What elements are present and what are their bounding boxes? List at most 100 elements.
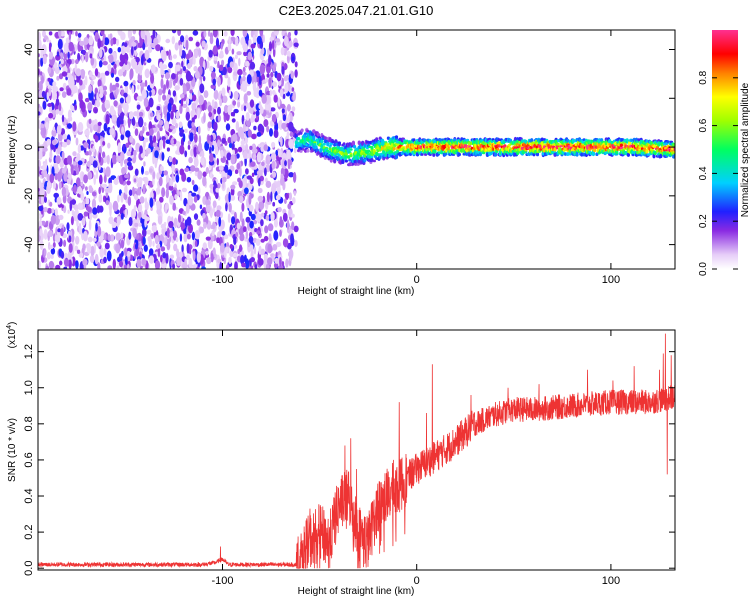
spectrogram-noise-cell: [137, 187, 142, 196]
spectrogram-noise-cell: [86, 132, 89, 140]
spectrogram-noise-cell: [213, 101, 218, 109]
spectrogram-noise-cell: [97, 38, 102, 49]
spectrogram-noise-cell: [277, 265, 284, 269]
spectrogram-noise-cell: [48, 31, 53, 36]
spectrogram-noise-cell: [172, 157, 177, 166]
spectrogram-noise-cell: [138, 222, 142, 227]
spectrogram-noise-cell: [58, 181, 62, 190]
spectrogram-noise-cell: [83, 211, 88, 217]
spectrogram-signal-cell: [299, 150, 303, 153]
spectrogram-noise-cell: [86, 191, 89, 195]
spectrogram-noise-cell: [75, 68, 82, 77]
spectrogram-noise-cell: [294, 30, 298, 36]
spectrogram-noise-cell: [87, 236, 93, 243]
spectrogram-noise-cell: [176, 248, 180, 258]
spectrogram-noise-cell: [262, 34, 265, 44]
spectrogram-noise-cell: [193, 66, 198, 72]
spectrogram-noise-cell: [147, 236, 152, 242]
spectrogram-noise-cell: [103, 90, 107, 96]
spectrogram-noise-cell: [135, 243, 138, 250]
spectrogram-signal-cell: [392, 147, 396, 151]
spectrogram-noise-cell: [281, 66, 285, 75]
spectrogram-noise-cell: [293, 147, 297, 154]
spectrogram-noise-cell: [116, 59, 120, 67]
spectrogram-noise-cell: [89, 254, 95, 264]
spectrogram-noise-cell: [247, 51, 253, 61]
spectrogram-signal-cell: [619, 143, 624, 147]
spectrogram-noise-cell: [271, 40, 275, 50]
spectrogram-noise-cell: [193, 195, 198, 203]
spectrogram-noise-cell: [86, 206, 92, 213]
spectrogram-noise-cell: [123, 47, 128, 52]
spectrogram-noise-cell: [49, 173, 55, 184]
spectrogram-noise-cell: [105, 113, 110, 125]
spectrogram-signal-cell: [349, 148, 353, 151]
spectrogram-noise-cell: [99, 72, 106, 78]
spectrogram-signal-cell: [424, 153, 428, 156]
spectrogram-noise-cell: [120, 232, 124, 239]
spectrogram-noise-cell: [138, 66, 143, 76]
spectrogram-noise-cell: [61, 71, 68, 77]
spectrogram-noise-cell: [168, 221, 174, 228]
spectrogram-noise-cell: [161, 64, 168, 70]
spectrogram-noise-cell: [199, 204, 203, 210]
spectrogram-noise-cell: [132, 30, 137, 35]
spectrogram-noise-cell: [272, 201, 276, 207]
spectrogram-noise-cell: [68, 75, 74, 86]
spectrogram-noise-cell: [88, 118, 92, 125]
spectrogram-noise-cell: [156, 207, 162, 215]
spectrogram-noise-cell: [94, 87, 99, 95]
spectrogram-noise-cell: [113, 100, 118, 107]
spectrogram-noise-cell: [232, 100, 237, 106]
spectrogram-noise-cell: [229, 61, 234, 68]
spectrogram-noise-cell: [243, 93, 248, 104]
spectrogram-noise-cell: [66, 123, 73, 129]
spectrogram-noise-cell: [216, 158, 219, 166]
spectrogram-noise-cell: [205, 204, 211, 213]
spectrogram-noise-cell: [209, 146, 212, 155]
spectrogram-signal-cell: [370, 145, 374, 150]
spectrogram-noise-cell: [48, 42, 52, 53]
spectrogram-noise-cell: [287, 114, 291, 121]
spectrogram-noise-cell: [77, 37, 81, 43]
spectrogram-noise-cell: [207, 135, 211, 141]
spectrogram-signal-cell: [626, 152, 631, 157]
spectrogram-noise-cell: [208, 49, 213, 58]
spectrogram-noise-cell: [188, 257, 193, 269]
spectrogram-noise-cell: [160, 254, 163, 263]
spectrogram-noise-cell: [110, 38, 114, 47]
spectrogram-noise-cell: [161, 187, 166, 198]
spectrogram-noise-cell: [191, 179, 195, 186]
spectrogram-noise-cell: [165, 252, 169, 264]
spectrogram-noise-cell: [122, 143, 125, 150]
spectrogram-noise-cell: [80, 181, 83, 187]
spectrogram-noise-cell: [127, 117, 131, 129]
spectrogram-noise-cell: [92, 160, 98, 168]
spectrogram-noise-cell: [208, 111, 213, 118]
spectrogram-noise-cell: [283, 36, 289, 47]
snr-x-tick-label: 100: [602, 575, 620, 587]
spectrogram-noise-cell: [242, 150, 248, 160]
spectrogram-noise-cell: [242, 75, 246, 82]
spectrogram-noise-cell: [102, 151, 106, 158]
spectrogram-noise-cell: [278, 120, 283, 130]
spectrogram-noise-cell: [125, 130, 131, 138]
spectrogram-noise-cell: [75, 235, 80, 245]
spectrogram-noise-cell: [273, 94, 278, 103]
spectrogram-noise-cell: [144, 79, 148, 87]
spectrogram-noise-cell: [144, 216, 150, 222]
spectrogram-noise-cell: [194, 230, 200, 240]
spectrogram-signal-cell: [382, 149, 386, 155]
spectrogram-noise-cell: [96, 205, 101, 214]
spectrogram-noise-cell: [172, 54, 177, 59]
spectrogram-noise-cell: [127, 30, 132, 40]
spectrogram-noise-cell: [290, 233, 294, 244]
spectrogram-noise-cell: [132, 118, 136, 126]
spectrogram-noise-cell: [290, 70, 295, 79]
spectrogram-noise-cell: [40, 84, 43, 91]
spectrogram-signal-cell: [347, 155, 351, 159]
spectrogram-noise-cell: [187, 63, 192, 69]
spectrogram-noise-cell: [164, 121, 169, 132]
spectrogram-noise-cell: [249, 99, 255, 108]
spectrogram-signal-cell: [320, 139, 324, 144]
